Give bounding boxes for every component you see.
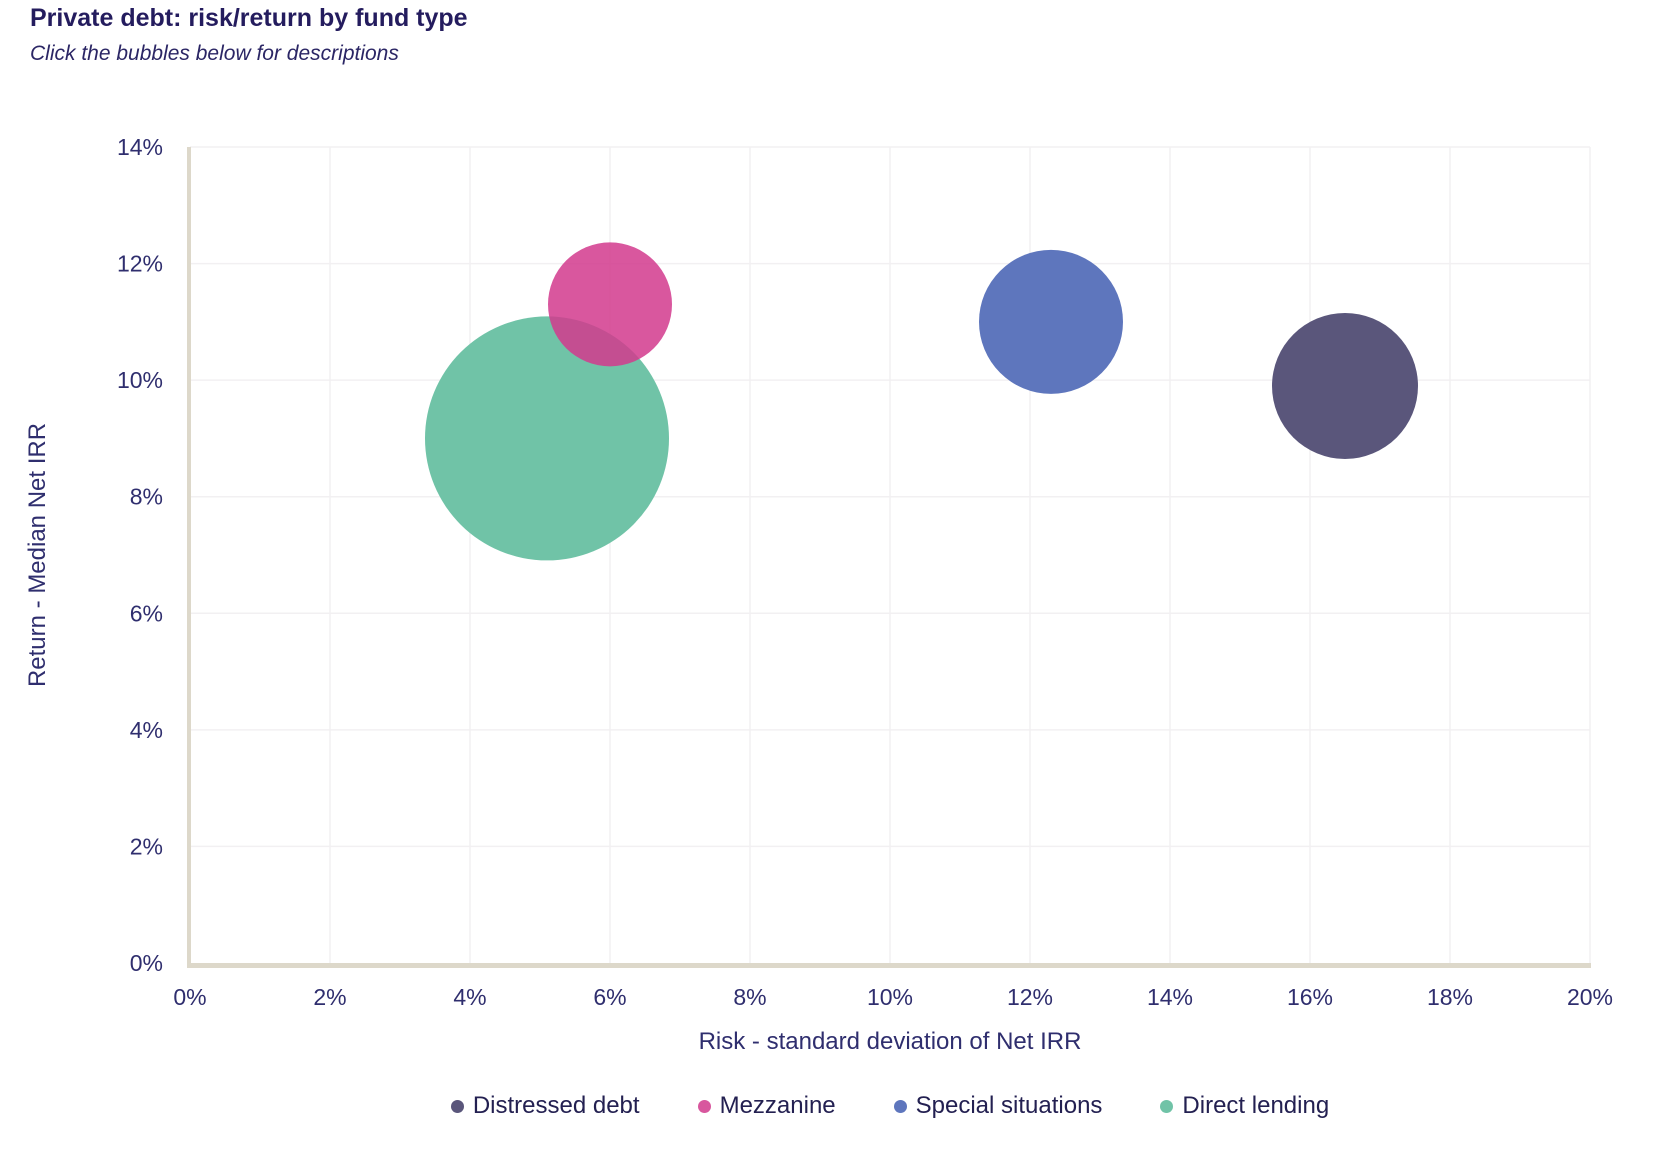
legend-dot-icon xyxy=(1160,1099,1174,1113)
legend-label: Direct lending xyxy=(1182,1092,1330,1119)
bubble-mezzanine[interactable] xyxy=(548,242,672,367)
legend-dot-icon xyxy=(450,1099,464,1113)
chart-title: Private debt: risk/return by fund type xyxy=(30,4,468,32)
y-axis-tick-label: 6% xyxy=(130,600,163,626)
y-axis-tick-label: 4% xyxy=(130,717,163,743)
y-axis-tick-label: 10% xyxy=(117,367,163,393)
legend-dot-icon xyxy=(697,1099,711,1113)
x-axis-tick-label: 14% xyxy=(1147,984,1193,1010)
y-axis-tick-label: 0% xyxy=(130,950,163,976)
x-axis-title: Risk - standard deviation of Net IRR xyxy=(698,1028,1082,1055)
legend-item-mezzanine[interactable]: Mezzanine xyxy=(697,1092,836,1120)
y-axis-tick-label: 12% xyxy=(117,251,163,277)
x-axis-tick-label: 2% xyxy=(313,984,346,1010)
x-axis-tick-label: 6% xyxy=(593,984,626,1010)
x-axis-tick-label: 18% xyxy=(1427,984,1473,1010)
y-axis-line xyxy=(187,147,191,967)
legend-label: Distressed debt xyxy=(472,1092,640,1119)
legend-label: Mezzanine xyxy=(719,1092,836,1119)
legend-item-special-situations[interactable]: Special situations xyxy=(893,1092,1103,1120)
x-axis-line xyxy=(187,963,1591,968)
y-axis-tick-label: 2% xyxy=(130,833,163,859)
y-axis-tick-label: 14% xyxy=(117,134,163,160)
legend: Distressed debt Mezzanine Special situatio… xyxy=(190,1092,1590,1120)
x-axis-tick-label: 0% xyxy=(173,984,206,1010)
x-axis-tick-label: 12% xyxy=(1007,984,1053,1010)
bubble-direct-lending[interactable] xyxy=(425,316,669,561)
y-axis-title: Return - Median Net IRR xyxy=(24,422,51,688)
x-axis-tick-label: 20% xyxy=(1567,984,1613,1010)
bubble-special-situations[interactable] xyxy=(979,249,1123,394)
legend-item-direct-lending[interactable]: Direct lending xyxy=(1160,1092,1329,1120)
chart-subtitle: Click the bubbles below for descriptions xyxy=(30,42,399,65)
x-axis-tick-label: 8% xyxy=(733,984,766,1010)
x-axis-tick-label: 10% xyxy=(867,984,913,1010)
y-axis-tick-label: 8% xyxy=(130,484,163,510)
bubble-distressed-debt[interactable] xyxy=(1272,312,1418,459)
legend-label: Special situations xyxy=(915,1092,1103,1119)
legend-item-distressed-debt[interactable]: Distressed debt xyxy=(450,1092,640,1120)
x-axis-tick-label: 16% xyxy=(1287,984,1333,1010)
x-axis-tick-label: 4% xyxy=(453,984,486,1010)
legend-dot-icon xyxy=(893,1099,907,1113)
